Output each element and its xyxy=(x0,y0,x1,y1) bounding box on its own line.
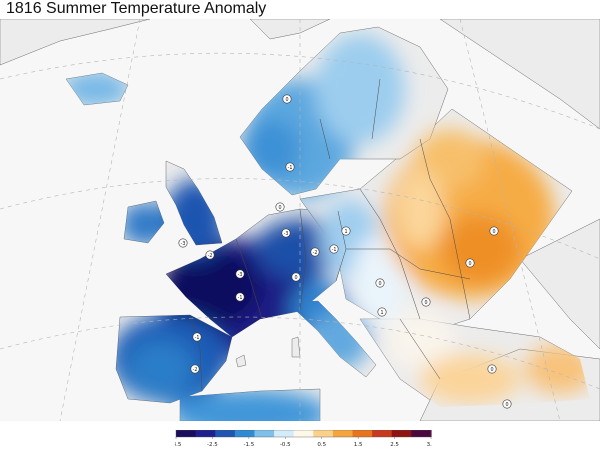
station-marker-label: 0 xyxy=(378,281,381,287)
colorbar-segment xyxy=(313,430,334,437)
station-marker-circle xyxy=(281,228,291,238)
station-marker-circle xyxy=(465,258,475,268)
colorbar-segment xyxy=(293,430,314,437)
station-marker-circle xyxy=(205,250,215,260)
station-marker-label: 0 xyxy=(505,402,508,408)
station-marker-circle xyxy=(377,307,387,317)
station-marker[interactable]: -2 xyxy=(190,364,200,374)
station-marker-label: -2 xyxy=(193,367,198,373)
anomaly-field xyxy=(66,34,590,421)
station-marker[interactable]: -2 xyxy=(310,247,320,257)
station-marker[interactable]: -2 xyxy=(205,250,215,260)
station-marker[interactable]: -1 xyxy=(285,162,295,172)
station-marker-circle xyxy=(310,247,320,257)
colorbar-tick-label: 1.5 xyxy=(354,442,363,448)
station-marker-circle xyxy=(190,364,200,374)
station-marker[interactable]: 0 xyxy=(275,202,285,212)
graticule xyxy=(0,19,600,421)
station-marker[interactable]: 0 xyxy=(421,297,431,307)
station-marker[interactable]: 0 xyxy=(291,272,301,282)
colorbar-tick-label: 3.5 xyxy=(427,442,432,448)
country-borders xyxy=(189,78,471,392)
station-marker[interactable]: 0 xyxy=(489,226,499,236)
station-marker-circle xyxy=(235,269,245,279)
station-marker-circle xyxy=(282,94,292,104)
colorbar-frame xyxy=(175,430,432,438)
colorbar-segment xyxy=(332,430,354,437)
colorbar-tick-label: -3.5 xyxy=(175,442,182,448)
colorbar-segment xyxy=(352,430,373,437)
colorbar-segment xyxy=(391,430,412,437)
colorbar-segment xyxy=(372,430,393,437)
station-marker[interactable]: 1 xyxy=(377,307,387,317)
colorbar-segment xyxy=(254,430,275,437)
colorbar-segment xyxy=(195,430,216,437)
station-marker-circle xyxy=(329,244,339,254)
map-title: 1816 Summer Temperature Anomaly xyxy=(6,0,267,17)
station-marker[interactable]: 1 xyxy=(341,226,351,236)
station-marker-circle xyxy=(489,226,499,236)
station-marker[interactable]: -1 xyxy=(329,244,339,254)
colorbar: -3.5 -2.5 -1.5 -0.5 0.5 1.5 2.5 3.5 xyxy=(175,430,432,448)
station-marker-label: 0 xyxy=(424,300,427,306)
station-marker-circle xyxy=(178,238,188,248)
station-marker-circle xyxy=(275,202,285,212)
colorbar-segment xyxy=(234,430,256,437)
station-marker-label: 0 xyxy=(294,275,297,281)
station-markers: 0 -1 0 -3 -2 -3 -1 0 1 0 1 -3 -2 -1 -2 0 0 -1 0 0 0 xyxy=(178,94,512,409)
station-marker-label: -3 xyxy=(238,272,243,278)
station-marker-label: -1 xyxy=(195,335,200,341)
station-marker-label: 1 xyxy=(344,229,347,235)
station-marker[interactable]: 0 xyxy=(502,399,512,409)
station-marker-label: -2 xyxy=(313,250,318,256)
colorbar-tick-label: -1.5 xyxy=(243,442,254,448)
station-marker-circle xyxy=(502,399,512,409)
temperature-anomaly-map: 0 -1 0 -3 -2 -3 -1 0 1 0 1 -3 -2 -1 -2 0 0 -1 0 0 0 xyxy=(0,19,600,421)
station-marker-label: 0 xyxy=(492,229,495,235)
station-marker-circle xyxy=(235,292,245,302)
station-marker-circle xyxy=(421,297,431,307)
station-marker[interactable]: -3 xyxy=(281,228,291,238)
colorbar-segment xyxy=(215,430,236,437)
colorbar-segment xyxy=(411,430,432,437)
station-marker[interactable]: 0 xyxy=(487,364,497,374)
station-marker-circle xyxy=(192,332,202,342)
station-marker-circle xyxy=(285,162,295,172)
station-marker-circle xyxy=(487,364,497,374)
station-marker[interactable]: -3 xyxy=(178,238,188,248)
station-marker-label: -2 xyxy=(208,253,213,259)
station-marker-label: 0 xyxy=(278,205,281,211)
station-marker-label: 0 xyxy=(285,97,288,103)
station-marker-label: -1 xyxy=(288,165,293,171)
station-marker[interactable]: 0 xyxy=(465,258,475,268)
station-marker[interactable]: -3 xyxy=(235,269,245,279)
station-marker[interactable]: -1 xyxy=(192,332,202,342)
colorbar-segment xyxy=(274,430,295,437)
station-marker[interactable]: 0 xyxy=(282,94,292,104)
station-marker-label: 0 xyxy=(468,261,471,267)
colorbar-tick-label: 0.5 xyxy=(317,442,326,448)
station-marker-label: -3 xyxy=(284,231,289,237)
station-marker-circle xyxy=(375,278,385,288)
station-marker-label: 0 xyxy=(490,367,493,373)
station-marker-circle xyxy=(291,272,301,282)
station-marker-label: 1 xyxy=(380,310,383,316)
colorbar-tick-label: -0.5 xyxy=(280,442,291,448)
station-marker-label: -3 xyxy=(181,241,186,247)
colorbar-segment xyxy=(176,430,197,437)
station-marker-label: -1 xyxy=(332,247,337,253)
station-marker[interactable]: -1 xyxy=(235,292,245,302)
station-marker-label: -1 xyxy=(238,295,243,301)
colorbar-tick-label: -2.5 xyxy=(207,442,218,448)
station-marker[interactable]: 0 xyxy=(375,278,385,288)
colorbar-tick-label: 2.5 xyxy=(390,442,399,448)
station-marker-circle xyxy=(341,226,351,236)
